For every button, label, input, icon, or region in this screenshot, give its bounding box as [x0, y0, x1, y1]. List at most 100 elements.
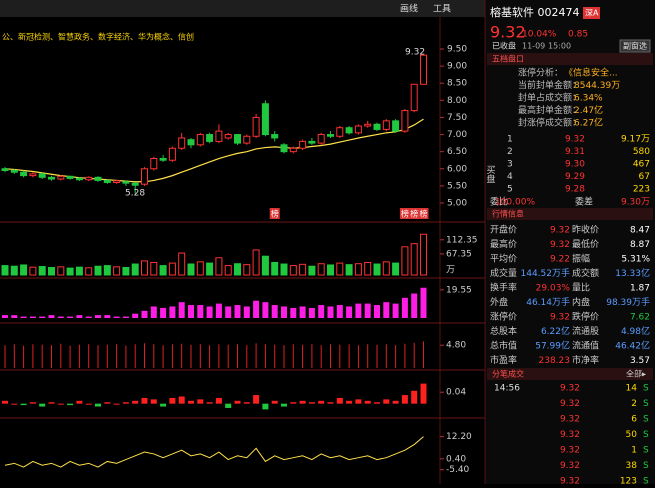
indicator-bar — [57, 316, 64, 318]
volume-bar — [317, 263, 325, 276]
indicator-bar — [197, 399, 204, 404]
indicator-bar — [85, 403, 92, 405]
side-text: 14:56 — [494, 384, 520, 394]
volume-bar — [10, 265, 18, 276]
side-text: 9.32 — [560, 430, 580, 440]
indicator-bar — [336, 305, 343, 318]
side-text: 15:00 — [548, 42, 571, 51]
indicator-bar — [29, 402, 36, 404]
draw-button[interactable]: 画线 — [400, 3, 418, 15]
candle-body — [66, 175, 74, 179]
side-text: 67 — [639, 172, 650, 182]
volume-bar — [271, 261, 279, 276]
indicator-bar — [39, 403, 46, 407]
toolbar — [0, 0, 485, 17]
side-text: 最高封单金额： — [518, 104, 581, 116]
side-text: S — [643, 461, 649, 471]
candle-body — [317, 134, 325, 144]
indicator-bar — [364, 303, 371, 318]
side-text: 9.32 — [560, 384, 580, 394]
volume-bar — [122, 266, 130, 276]
side-text: 开盘价 — [490, 224, 517, 236]
indicator-bar — [392, 303, 399, 318]
side-text: 榕基软件 002474 — [490, 5, 580, 19]
indicator-bar — [262, 403, 269, 410]
indicator-bar — [401, 297, 408, 318]
side-text: 29.03% — [536, 284, 571, 294]
indicator-bar — [85, 316, 92, 318]
side-text: 跌停价 — [572, 311, 599, 323]
side-text: S — [643, 477, 649, 485]
candle-body — [75, 177, 83, 181]
volume-bar — [94, 265, 102, 276]
side-text: 50 — [626, 430, 638, 440]
tools-button[interactable]: 工具 — [433, 4, 451, 15]
indicator-bar — [150, 306, 157, 318]
side-text: S — [643, 384, 649, 394]
candle-body — [327, 134, 334, 137]
candle-body — [131, 182, 139, 186]
indicator-bar — [104, 402, 111, 404]
side-text: 0.85 — [568, 30, 588, 40]
indicator-bar — [411, 390, 418, 404]
indicator-bar — [197, 305, 204, 318]
side-text: 2 — [507, 147, 513, 157]
volume-bar — [187, 263, 195, 276]
side-text: 8544.39万 — [574, 81, 620, 91]
chart-bg — [0, 0, 485, 484]
indicator-bar — [383, 302, 390, 318]
candle-body — [94, 176, 102, 181]
candle-body — [243, 135, 251, 144]
indicator-bar — [11, 315, 18, 318]
side-text: 223 — [633, 185, 650, 195]
volume-bar — [159, 265, 167, 276]
badge-bg — [409, 208, 420, 219]
side-text: 9.29 — [565, 172, 585, 182]
indicator-bar — [20, 316, 27, 318]
indicator-bar — [253, 395, 260, 404]
button-bg[interactable] — [619, 39, 651, 53]
candle-body — [20, 171, 28, 177]
side-text: 委比 — [490, 196, 508, 208]
side-text: 已收盘 — [492, 41, 516, 51]
indicator-bar — [336, 397, 343, 404]
price-tick-label: 6.00 — [447, 164, 467, 174]
badge-bg — [418, 208, 429, 219]
volume-bar — [364, 261, 372, 276]
indicator-bar — [281, 306, 287, 318]
side-text[interactable]: 全部▸ — [626, 369, 646, 379]
indicator-bar — [225, 306, 232, 318]
side-text: 9.32 — [560, 477, 580, 485]
side-text: 9.32 — [560, 461, 580, 471]
candle-body — [178, 137, 186, 149]
panel-tick-label: 112.35 — [446, 235, 478, 245]
price-tick-label: 7.50 — [447, 113, 467, 123]
low-label: 5.28 — [125, 189, 145, 199]
panel-tick-label: 4.80 — [446, 341, 466, 351]
indicator-bar — [253, 300, 260, 318]
candle-body — [299, 140, 307, 149]
indicator-bar — [113, 403, 120, 405]
candle-body — [10, 169, 18, 173]
side-text: 9.32 — [560, 399, 580, 409]
volume-bar — [38, 266, 46, 276]
side-text: 3.57 — [630, 356, 650, 366]
candle-body — [364, 123, 372, 127]
section-header — [487, 208, 653, 220]
side-text: 流通值 — [572, 340, 599, 352]
side-text: 10.04% — [522, 30, 557, 40]
price-tick-label: 9.00 — [447, 62, 467, 72]
side-text: 1 — [507, 135, 513, 145]
candle-body — [382, 120, 390, 130]
indicator-bar — [160, 307, 167, 318]
side-text: 238.23 — [539, 356, 571, 366]
indicator-bar — [346, 306, 353, 318]
side-text: 最低价 — [572, 238, 599, 250]
side-text: 换手率 — [490, 282, 517, 294]
side-text: 9.32 — [490, 23, 526, 42]
indicator-bar — [392, 400, 399, 404]
volume-bar — [57, 266, 65, 276]
panel-tick-label: 12.20 — [446, 432, 472, 442]
side-text: 6.34% — [574, 94, 603, 104]
volume-bar — [75, 266, 83, 276]
